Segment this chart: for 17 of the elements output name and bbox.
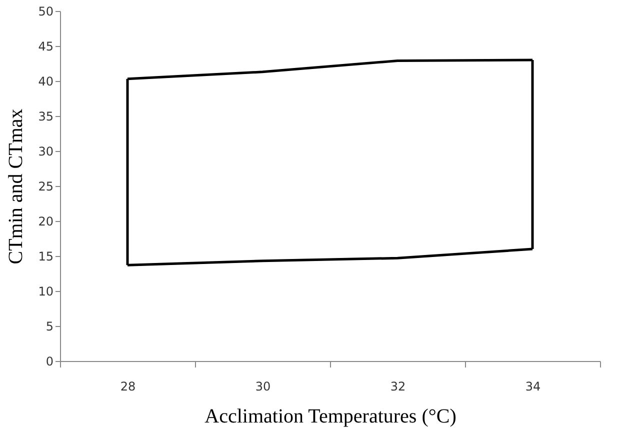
y-tick-label: 45 (38, 40, 54, 54)
y-tick-label: 40 (38, 74, 54, 88)
y-tick-label: 30 (38, 144, 54, 158)
y-tick-label: 25 (38, 180, 54, 194)
x-tick-label: 30 (255, 380, 271, 394)
x-tick-label: 32 (390, 380, 406, 394)
y-tick-label: 15 (38, 250, 54, 264)
y-tick-label: 35 (38, 110, 54, 124)
y-tick-label: 20 (38, 214, 54, 228)
y-axis-title: CTmin and CTmax (5, 108, 28, 264)
x-tick-label: 28 (120, 380, 136, 394)
y-tick-label: 10 (38, 284, 54, 298)
y-tick-label: 5 (46, 320, 54, 334)
y-tick-label: 0 (46, 354, 54, 368)
y-tick-label: 50 (38, 4, 54, 18)
x-tick-label: 34 (525, 380, 541, 394)
x-axis-title: Acclimation Temperatures (°C) (204, 406, 456, 428)
